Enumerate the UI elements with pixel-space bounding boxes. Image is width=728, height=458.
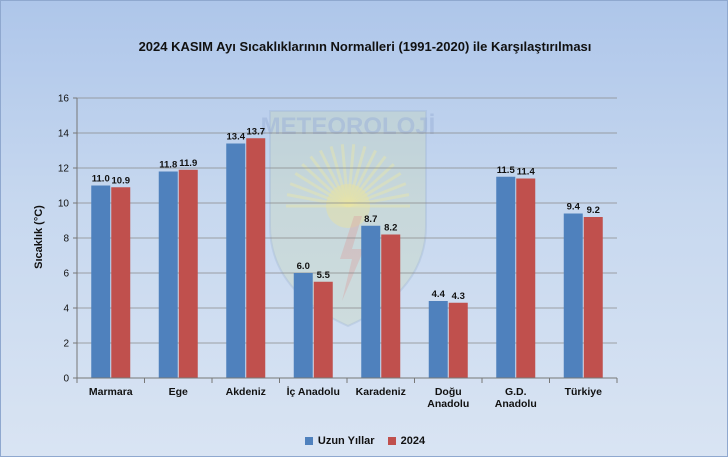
watermark-sun-ray — [301, 163, 350, 208]
legend-label-2024: 2024 — [400, 435, 426, 447]
bar — [226, 143, 246, 378]
bar — [178, 169, 198, 378]
bar — [111, 187, 131, 378]
bar-value-label: 13.4 — [227, 132, 246, 143]
bar-value-label: 11.5 — [497, 165, 516, 176]
bar-value-label: 11.8 — [159, 160, 177, 171]
bar — [381, 234, 401, 378]
y-tick-label: 0 — [63, 374, 69, 385]
y-tick-label: 10 — [58, 199, 70, 210]
watermark-sun-ray — [286, 193, 349, 208]
bar-value-label: 9.2 — [587, 205, 600, 216]
watermark-sun-ray — [294, 172, 349, 208]
x-tick-label: Ege — [169, 386, 188, 398]
bar — [563, 213, 583, 378]
bar — [158, 171, 178, 378]
bar — [313, 281, 333, 378]
x-tick-label: Akdeniz — [226, 386, 266, 398]
y-tick-labels: 0 2 4 6 8 10 12 14 16 — [58, 94, 70, 385]
bar-value-label: 11.9 — [179, 158, 197, 169]
y-tick-label: 4 — [63, 304, 69, 315]
bar-value-label: 11.4 — [517, 167, 536, 178]
bar-value-label: 5.5 — [317, 270, 331, 281]
x-tick-label: Anadolu — [495, 398, 537, 410]
bar-value-label: 13.7 — [247, 126, 266, 137]
x-tick-label: İç Anadolu — [287, 385, 340, 398]
watermark-sun-ray — [346, 144, 356, 207]
watermark-text: METEOROLOJİ — [261, 113, 436, 140]
bar-value-label: 11.0 — [92, 174, 110, 185]
y-tick-label: 14 — [58, 129, 70, 140]
axes — [76, 98, 618, 383]
bar — [428, 301, 448, 378]
watermark-sun-ray — [340, 144, 350, 207]
watermark-sun-ray — [347, 182, 407, 208]
x-tick-labels: Marmara Ege Akdeniz İç Anadolu Karadeniz Doğu… — [89, 385, 602, 410]
watermark-sun-ray — [319, 149, 350, 207]
legend-label-uzun-yillar: Uzun Yıllar — [317, 435, 375, 447]
bar-value-label: 9.4 — [567, 202, 581, 213]
watermark-sun-ray — [309, 155, 350, 207]
bar-value-label: 10.9 — [112, 175, 131, 186]
watermark-sun-ray — [346, 163, 395, 208]
legend-swatch-2024 — [387, 437, 396, 445]
legend-item-2024: 2024 — [387, 435, 426, 447]
y-tick-label: 8 — [63, 234, 69, 245]
watermark-lightning — [340, 216, 364, 301]
y-tick-label: 12 — [58, 164, 70, 175]
watermark-sun-ray — [347, 172, 402, 208]
bar — [246, 138, 266, 378]
watermark-sun-ray — [329, 145, 350, 207]
x-tick-label: Anadolu — [427, 398, 469, 410]
watermark-sun-ray — [346, 149, 377, 207]
x-tick-label: Doğu — [435, 386, 462, 398]
bar — [583, 217, 603, 378]
x-tick-label: Türkiye — [565, 386, 603, 398]
x-tick-label: Marmara — [89, 386, 133, 398]
bar — [448, 302, 468, 378]
chart-title: 2024 KASIM Ayı Sıcaklıklarının Normaller… — [138, 39, 592, 54]
bar — [361, 225, 381, 378]
data-labels: 11.0 10.9 11.8 11.9 13.4 13.7 6.0 5.5 8.7 8.2 4.4 4… — [92, 126, 600, 302]
bar — [516, 178, 536, 378]
bar — [496, 176, 516, 378]
legend-swatch-uzun-yillar — [304, 437, 313, 445]
watermark-sun-ray — [346, 155, 387, 207]
bar — [293, 273, 313, 378]
x-tick-label: G.D. — [505, 386, 527, 398]
watermark-sun-ray — [346, 145, 367, 207]
watermark-sun-ray — [347, 193, 410, 208]
y-tick-label: 6 — [63, 269, 69, 280]
watermark-sun-ray — [289, 182, 349, 208]
bar-value-label: 8.2 — [384, 223, 397, 234]
bar-value-label: 4.4 — [432, 289, 446, 300]
meteoroloji-watermark-logo: METEOROLOJİ — [261, 110, 436, 328]
bar-value-label: 8.7 — [364, 214, 377, 225]
bar — [91, 185, 111, 378]
bar-value-label: 6.0 — [297, 261, 310, 272]
watermark-sun — [326, 184, 370, 228]
x-tick-label: Karadeniz — [356, 386, 406, 398]
legend: Uzun Yıllar 2024 — [1, 435, 728, 448]
y-tick-label: 2 — [63, 339, 69, 350]
bar-value-label: 4.3 — [452, 291, 465, 302]
bar-group — [91, 138, 603, 378]
y-tick-label: 16 — [58, 94, 70, 105]
legend-item-uzun-yillar: Uzun Yıllar — [304, 435, 375, 447]
